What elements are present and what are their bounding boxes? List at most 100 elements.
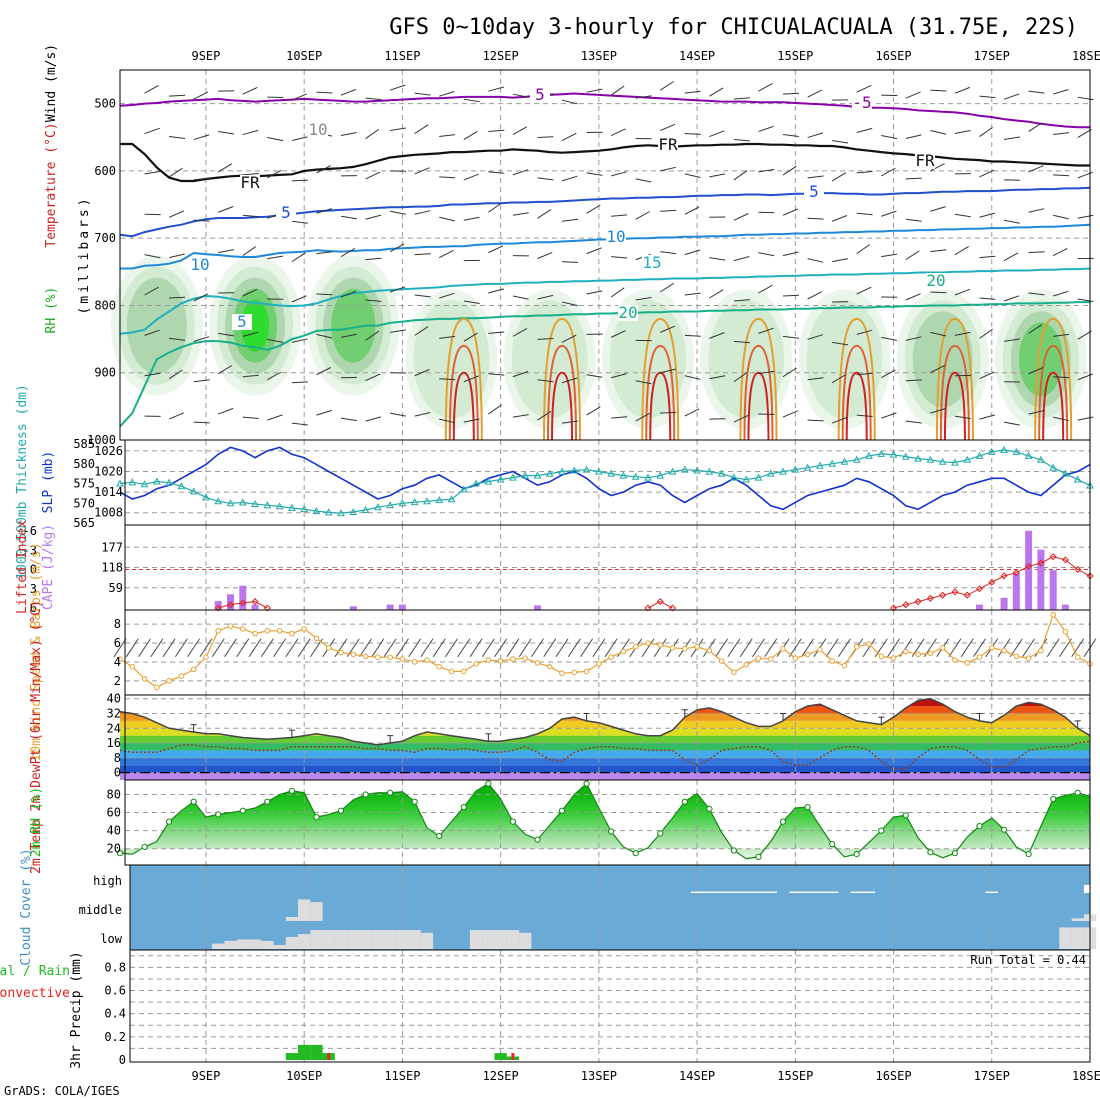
upper-air-wind-barb bbox=[1053, 416, 1069, 422]
precip-total-bar bbox=[285, 1053, 299, 1060]
dewpoint2m-line bbox=[119, 740, 1091, 770]
cape-bar bbox=[1049, 570, 1057, 610]
wind-speed-point bbox=[989, 645, 995, 651]
warm-isotherm-loop bbox=[841, 344, 872, 441]
upper-air-wind-barb bbox=[291, 179, 308, 182]
upper-air-wind-barb bbox=[782, 251, 799, 257]
upper-air-wind-barb bbox=[537, 136, 554, 139]
upper-air-wind-barb bbox=[340, 215, 357, 220]
rh-tick-label: 20 bbox=[107, 842, 121, 856]
contour-label: FR bbox=[915, 151, 935, 170]
thickness-point bbox=[288, 503, 296, 511]
upper-air-wind-barb bbox=[1003, 219, 1020, 224]
cloud-level-label: middle bbox=[79, 903, 122, 917]
rh2m-point bbox=[460, 804, 467, 811]
thickness-point bbox=[275, 502, 284, 510]
warm-isotherm-loop bbox=[547, 344, 578, 441]
temp-minmax-bar bbox=[681, 709, 688, 718]
cape-bar bbox=[398, 604, 406, 610]
day-label-top: 12SEP bbox=[483, 49, 519, 63]
lifted-index-point bbox=[1049, 553, 1057, 561]
upper-air-wind-barb bbox=[463, 216, 480, 221]
run-total-label: Run Total = 0.44 bbox=[970, 953, 1086, 967]
upper-air-wind-barb bbox=[635, 178, 652, 183]
upper-air-wind-barb bbox=[316, 165, 331, 174]
surface-wind-barb bbox=[1071, 638, 1085, 658]
precip-convective-label: Convective bbox=[0, 986, 70, 1001]
day-label-top: 15SEP bbox=[777, 49, 813, 63]
wind-speed-point bbox=[117, 656, 123, 662]
upper-air-wind-barb bbox=[414, 124, 429, 134]
rh2m-point bbox=[608, 828, 615, 835]
upper-air-wind-barb bbox=[684, 375, 701, 380]
slp-tick-label: 1020 bbox=[94, 464, 123, 478]
upper-air-wind-barb bbox=[1077, 214, 1094, 219]
wind-speed-point bbox=[154, 684, 160, 691]
upper-air-wind-barb bbox=[1053, 214, 1069, 220]
lifted-index-point bbox=[251, 598, 259, 606]
thickness-point bbox=[410, 498, 419, 506]
upper-air-wind-barb bbox=[733, 170, 748, 181]
thickness-axis-label: 1000-500mb Thickness (dm) bbox=[15, 384, 30, 580]
upper-air-wind-barb bbox=[561, 420, 578, 424]
thickness-point bbox=[189, 487, 198, 495]
wind-speed-point bbox=[731, 669, 737, 676]
upper-air-wind-barb bbox=[1053, 290, 1069, 297]
upper-air-wind-barb bbox=[905, 91, 921, 99]
rh2m-point bbox=[485, 780, 492, 787]
upper-air-wind-barb bbox=[561, 218, 578, 222]
thickness-point bbox=[828, 459, 836, 467]
surface-wind-barb bbox=[874, 638, 888, 658]
upper-air-wind-barb bbox=[783, 92, 800, 95]
thickness-point bbox=[202, 493, 210, 501]
lifted-index-point bbox=[1086, 572, 1094, 580]
wind-speed-point bbox=[411, 659, 418, 665]
thickness-point bbox=[668, 467, 677, 475]
upper-air-wind-barb bbox=[537, 177, 554, 181]
upper-air-wind-barb bbox=[1028, 292, 1045, 296]
temp-color-band bbox=[120, 765, 1090, 773]
upper-air-wind-barb bbox=[537, 338, 554, 340]
rh-label-group: 2m RH (%) bbox=[29, 787, 44, 857]
upper-air-wind-barb bbox=[832, 140, 849, 144]
thickness-point bbox=[521, 471, 530, 479]
wind-speed-point bbox=[1074, 654, 1081, 661]
thickness-point bbox=[361, 505, 370, 513]
day-label-top: 9SEP bbox=[191, 49, 220, 63]
surface-wind-barb bbox=[395, 638, 409, 658]
warm-isotherm-loop bbox=[1042, 371, 1065, 441]
upper-air-wind-barb bbox=[979, 371, 995, 380]
cape-bar bbox=[1061, 604, 1069, 610]
temp-color-band bbox=[120, 750, 1090, 758]
pressure-tick-label: 500 bbox=[94, 97, 116, 111]
upper-air-wind-barb bbox=[709, 289, 724, 299]
wind-speed-point bbox=[645, 640, 651, 646]
surface-wind-barb bbox=[997, 638, 1011, 658]
rh2m-point bbox=[927, 849, 934, 856]
cloud-high-bar bbox=[985, 891, 998, 893]
day-label-bottom: 14SEP bbox=[679, 1069, 715, 1083]
surface-wind-barb bbox=[383, 638, 397, 658]
wind-speed-point bbox=[976, 654, 983, 661]
wind-speed-point bbox=[534, 660, 541, 666]
precip-axis-label: 3hr Precip (mm) bbox=[69, 951, 84, 1068]
precip-tick-label: 0.2 bbox=[104, 1030, 126, 1044]
thickness-point bbox=[766, 469, 775, 477]
upper-air-wind-barb bbox=[218, 131, 235, 135]
thickness-point bbox=[349, 507, 358, 515]
temp-tick-label: 16 bbox=[107, 736, 121, 750]
cloud-axis-label: Cloud Cover (%) bbox=[19, 848, 34, 965]
li-tick-label: 0 bbox=[30, 563, 37, 577]
upper-air-ylabel-group: Wind (m/s)Temperature (°C) RH (%) bbox=[44, 44, 59, 334]
thickness-point bbox=[803, 463, 812, 471]
upper-air-wind-barb bbox=[512, 93, 529, 98]
precip-tick-label: 0.6 bbox=[104, 984, 126, 998]
panel-frame-pr bbox=[129, 949, 1091, 1063]
temp-minmax-bar bbox=[288, 729, 295, 738]
upper-air-wind-barb bbox=[807, 132, 824, 139]
upper-air-wind-barb bbox=[758, 327, 774, 334]
isotherm-20C bbox=[119, 301, 1090, 428]
cloud-high-bar bbox=[826, 891, 839, 893]
warm-isotherm-loop bbox=[452, 371, 475, 441]
thickness-point bbox=[705, 467, 714, 475]
